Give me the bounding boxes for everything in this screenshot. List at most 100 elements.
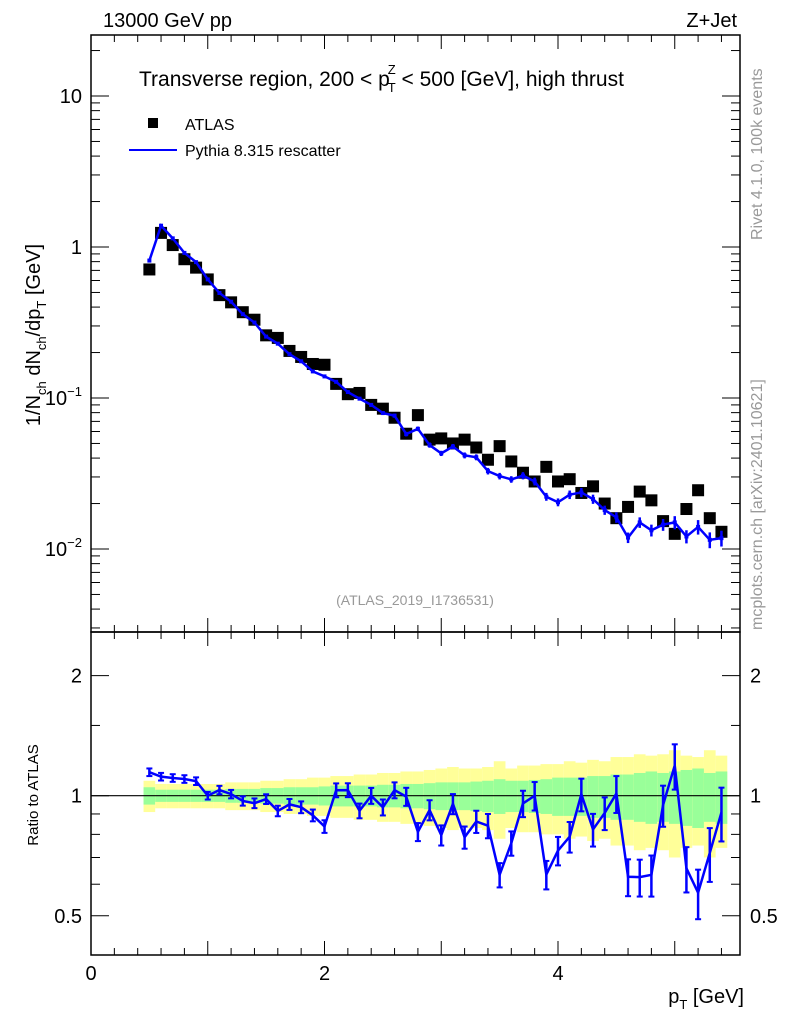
y-tick-label: 10−1 bbox=[45, 384, 82, 410]
pythia-point bbox=[707, 537, 712, 542]
atlas-data-point bbox=[563, 473, 576, 486]
ratio-tick-label-left: 2 bbox=[71, 666, 82, 688]
ratio-tick-label-right: 0.5 bbox=[750, 906, 778, 928]
pythia-point bbox=[322, 374, 327, 379]
pythia-point bbox=[194, 260, 199, 265]
mcplots-label: mcplots.cern.ch [arXiv:2401.10621] bbox=[749, 379, 766, 630]
stat-uncertainty-band bbox=[703, 772, 716, 822]
pythia-point bbox=[696, 524, 701, 529]
pythia-point bbox=[310, 369, 315, 374]
stat-uncertainty-band bbox=[493, 779, 506, 814]
atlas-data-point bbox=[680, 503, 693, 516]
pythia-point bbox=[392, 413, 397, 418]
pythia-point bbox=[217, 290, 222, 295]
stat-uncertainty-band bbox=[680, 769, 693, 826]
pythia-point bbox=[252, 320, 257, 325]
ratio-tick-label-right: 2 bbox=[750, 666, 761, 688]
stat-uncertainty-band bbox=[622, 774, 634, 820]
pythia-point bbox=[369, 402, 374, 407]
title-pre: Transverse region, 200 < p bbox=[139, 68, 390, 91]
atlas-data-point bbox=[481, 453, 494, 466]
atlas-data-point bbox=[493, 440, 506, 453]
legend-atlas-label: ATLAS bbox=[185, 117, 235, 134]
ratio-pythia-line bbox=[148, 765, 723, 897]
pythia-point bbox=[614, 515, 619, 520]
ratio-tick-label-right: 1 bbox=[750, 786, 761, 808]
pythia-point bbox=[182, 250, 187, 255]
pythia-point bbox=[497, 474, 502, 479]
pythia-point bbox=[427, 443, 432, 448]
atlas-data-point bbox=[633, 485, 646, 498]
pythia-point bbox=[229, 299, 234, 304]
x-axis-label: pT [GeV] bbox=[668, 986, 744, 1012]
title-post: < 500 [GeV], high thrust bbox=[396, 68, 624, 91]
stat-uncertainty-band bbox=[482, 780, 494, 813]
ratio-y-axis-label: Ratio to ATLAS bbox=[25, 744, 42, 845]
pythia-point bbox=[567, 492, 572, 497]
plot-title: Transverse region, 200 < pTZ < 500 [GeV]… bbox=[139, 62, 624, 95]
atlas-data-point bbox=[540, 460, 553, 473]
atlas-data-point bbox=[470, 441, 483, 454]
stat-uncertainty-band bbox=[668, 771, 681, 824]
atlas-data-point bbox=[458, 433, 471, 446]
pythia-point bbox=[579, 490, 584, 495]
pythia-point bbox=[649, 528, 654, 533]
pythia-point bbox=[334, 379, 339, 384]
y-axis-label: 1/Nch dNch/dpT [GeV] bbox=[23, 244, 49, 426]
pythia-point bbox=[602, 508, 607, 513]
rivet-version-label: Rivet 4.1.0, 100k events bbox=[749, 68, 766, 240]
atlas-data-point bbox=[668, 527, 681, 540]
ratio-tick-label-left: 1 bbox=[71, 786, 82, 808]
pythia-point bbox=[684, 534, 689, 539]
atlas-data-point bbox=[645, 494, 658, 507]
legend-atlas-marker bbox=[148, 118, 158, 128]
atlas-data-point bbox=[213, 289, 226, 302]
header-right: Z+Jet bbox=[686, 10, 737, 32]
atlas-data-point bbox=[587, 480, 600, 493]
pythia-point bbox=[485, 469, 490, 474]
stat-uncertainty-band bbox=[633, 772, 646, 822]
title-sub: T bbox=[388, 80, 396, 95]
stat-uncertainty-band bbox=[470, 781, 483, 812]
atlas-data-point bbox=[446, 437, 459, 450]
pythia-point bbox=[299, 359, 304, 364]
pythia-point bbox=[147, 258, 152, 263]
legend-mc-label: Pythia 8.315 rescatter bbox=[185, 143, 341, 160]
atlas-data-point bbox=[318, 358, 331, 371]
pythia-point bbox=[240, 312, 245, 317]
pythia-point bbox=[509, 477, 514, 482]
pythia-point bbox=[205, 277, 210, 282]
x-tick-label: 2 bbox=[319, 963, 330, 985]
y-tick-label: 1 bbox=[71, 237, 82, 259]
pythia-point bbox=[380, 411, 385, 416]
pythia-point bbox=[404, 432, 409, 437]
analysis-watermark: (ATLAS_2019_I1736531) bbox=[336, 592, 494, 608]
axes-ticks: 0 2 4 10−2 10−1 1 10 0.5 0.5 1 1 2 2 bbox=[45, 35, 778, 985]
pythia-point bbox=[544, 494, 549, 499]
stat-uncertainty-band bbox=[563, 777, 576, 816]
pythia-point bbox=[591, 497, 596, 502]
atlas-data-point bbox=[435, 432, 448, 445]
stat-uncertainty-band bbox=[552, 777, 564, 816]
y-tick-label: 10 bbox=[60, 86, 82, 108]
atlas-data-point bbox=[306, 357, 319, 370]
atlas-data-point bbox=[692, 484, 705, 497]
x-tick-label: 4 bbox=[552, 963, 563, 985]
atlas-data-point bbox=[703, 512, 716, 525]
atlas-data-point bbox=[622, 500, 635, 513]
data-marks bbox=[143, 223, 728, 921]
stat-uncertainty-band bbox=[505, 780, 518, 813]
pythia-point bbox=[415, 426, 420, 431]
pythia-point bbox=[474, 455, 479, 460]
x-tick-label: 0 bbox=[85, 963, 96, 985]
stat-uncertainty-band bbox=[587, 776, 599, 818]
atlas-data-point bbox=[143, 263, 156, 276]
header-left: 13000 GeV pp bbox=[103, 10, 232, 32]
pythia-point bbox=[287, 352, 292, 357]
pythia-point bbox=[520, 473, 525, 478]
pythia-point bbox=[264, 334, 269, 339]
pythia-point bbox=[661, 522, 666, 527]
title-sup: Z bbox=[388, 62, 396, 77]
pythia-point bbox=[462, 453, 467, 458]
